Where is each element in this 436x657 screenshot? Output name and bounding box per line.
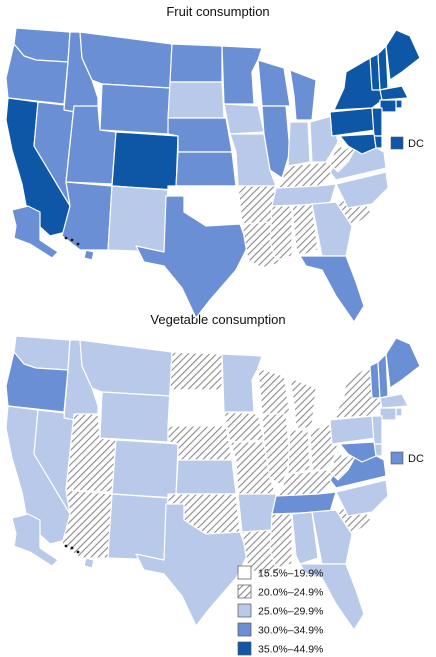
vegetable-dc-swatch: [390, 451, 404, 465]
legend-label: 20.0%–24.9%: [258, 587, 323, 599]
fruit-state-az: [61, 181, 113, 251]
fruit-state-nd: [169, 43, 223, 83]
vegetable-state-mt: [79, 339, 173, 397]
vegetable-state-in: [287, 429, 311, 475]
vegetable-state-nj: [371, 415, 383, 445]
vegetable-state-fl: [299, 563, 365, 631]
vegetable-state-ar: [237, 493, 277, 533]
fruit-state-mn: [221, 45, 263, 105]
vegetable-state-az: [61, 489, 113, 559]
vegetable-state-nc: [335, 479, 389, 517]
fruit-state-ms: [269, 205, 293, 261]
vegetable-hawaii-island-dot: [70, 546, 74, 550]
fruit-hawaii-island-dot: [76, 242, 80, 246]
legend-swatch: [237, 603, 252, 618]
legend-label: 30.0%–34.9%: [258, 625, 323, 637]
fruit-state-ak: [11, 205, 59, 259]
vegetable-state-mn: [221, 353, 263, 413]
vegetable-state-ga: [311, 509, 353, 565]
fruit-state-mt: [79, 31, 173, 89]
fruit-state-ga: [311, 201, 353, 257]
fruit-state-mi: [289, 69, 317, 121]
vegetable-state-ri: [395, 407, 403, 417]
legend-swatch: [237, 565, 252, 580]
vegetable-map-title: Vegetable consumption: [150, 312, 286, 327]
legend-swatch: [237, 641, 252, 656]
fruit-state-ar: [237, 185, 277, 225]
vegetable-state-tx: [135, 503, 249, 627]
fruit-state-nc: [335, 171, 389, 209]
fruit-state-co: [111, 131, 179, 191]
vegetable-dc-marker: DC: [390, 451, 424, 465]
vegetable-state-nd: [169, 351, 223, 391]
fruit-state-md: [339, 133, 377, 155]
legend-label: 15.5%–19.9%: [258, 568, 323, 580]
fruit-dc-marker: DC: [390, 136, 424, 150]
fruit-state-ia: [223, 103, 265, 135]
fruit-state-sd: [167, 81, 225, 119]
vegetable-state-wy: [99, 391, 171, 443]
fruit-dc-swatch: [390, 136, 404, 150]
fruit-state-ky: [277, 161, 339, 189]
vegetable-hawaii-island-dot: [64, 544, 68, 548]
fruit-dc-label: DC: [408, 138, 424, 150]
fruit-state-hi: [83, 249, 95, 261]
vegetable-state-mi: [289, 377, 317, 429]
fruit-state-nj: [371, 107, 383, 137]
fruit-state-tn: [271, 183, 337, 207]
vegetable-state-sd: [167, 389, 225, 427]
fruit-state-wy: [99, 83, 171, 135]
fruit-state-pa: [329, 107, 377, 137]
fruit-state-in: [287, 121, 311, 167]
fruit-state-al: [291, 203, 319, 257]
fruit-state-ks: [175, 151, 237, 187]
vegetable-state-ms: [269, 513, 293, 569]
vegetable-state-co: [111, 439, 179, 499]
fruit-map-title: Fruit consumption: [166, 4, 270, 19]
vegetable-state-ma: [379, 393, 409, 409]
fruit-state-me: [385, 29, 421, 81]
legend-swatch: [237, 584, 252, 599]
vegetable-state-pa: [329, 415, 377, 445]
vegetable-state-hi: [83, 557, 95, 569]
vegetable-state-ky: [277, 469, 339, 497]
vegetable-state-al: [291, 511, 319, 565]
vegetable-state-ak: [11, 513, 59, 567]
vegetable-state-ia: [223, 411, 265, 443]
map-legend: 15.5%–19.9% 20.0%–24.9% 25.0%–29.9% 30.0%–3…: [237, 565, 323, 656]
fruit-hawaii-island-dot: [64, 236, 68, 240]
vegetable-state-nm: [107, 493, 169, 561]
vegetable-state-ne: [167, 425, 233, 461]
fruit-consumption-map: [5, 27, 421, 323]
legend-swatch: [237, 622, 252, 637]
vegetable-state-me: [385, 337, 421, 389]
vegetable-state-wi: [257, 367, 291, 415]
legend-label: 25.0%–29.9%: [258, 606, 323, 618]
fruit-state-ne: [167, 117, 233, 153]
fruit-state-ri: [395, 99, 403, 109]
vegetable-consumption-map: [5, 335, 421, 631]
fruit-state-tx: [135, 195, 249, 319]
legend-label: 35.0%–44.9%: [258, 644, 323, 656]
fruit-hawaii-island-dot: [70, 238, 74, 242]
vegetable-hawaii-island-dot: [76, 550, 80, 554]
vegetable-state-tn: [271, 491, 337, 515]
fruit-state-ma: [379, 85, 409, 101]
fruit-state-wi: [257, 59, 291, 107]
vegetable-dc-label: DC: [408, 453, 424, 465]
fruit-state-fl: [299, 255, 365, 323]
vegetable-state-ks: [175, 459, 237, 495]
vegetable-state-md: [339, 441, 377, 463]
fruit-state-nm: [107, 185, 169, 253]
